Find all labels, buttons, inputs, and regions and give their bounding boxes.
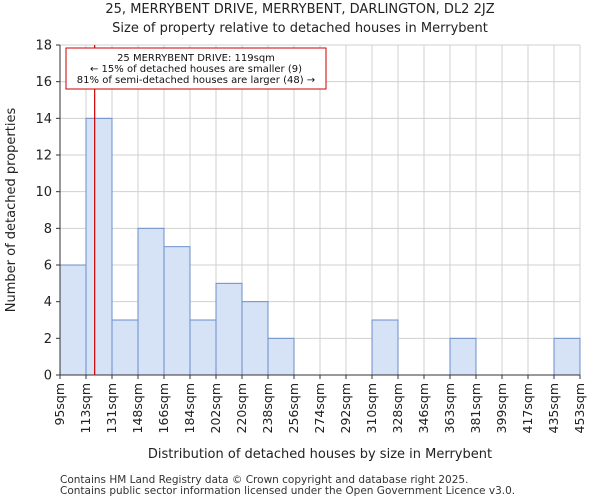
histogram-bar bbox=[241, 301, 269, 376]
x-tick-label: 131sqm bbox=[104, 383, 119, 433]
x-tick-label: 363sqm bbox=[442, 383, 457, 433]
x-tick-label: 113sqm bbox=[78, 383, 93, 433]
x-tick-label: 95sqm bbox=[52, 383, 67, 426]
histogram-bar bbox=[137, 227, 165, 376]
chart-title: 25, MERRYBENT DRIVE, MERRYBENT, DARLINGT… bbox=[105, 2, 495, 17]
histogram-bar bbox=[59, 264, 87, 376]
y-tick-label: 10 bbox=[35, 185, 52, 200]
x-axis-title: Distribution of detached houses by size … bbox=[148, 447, 492, 462]
histogram-bar bbox=[371, 319, 399, 376]
histogram-bar bbox=[111, 319, 139, 376]
x-tick-label: 399sqm bbox=[494, 383, 509, 433]
x-tick-label: 435sqm bbox=[546, 383, 561, 433]
annotation-line-2: ← 15% of detached houses are smaller (9) bbox=[90, 64, 302, 75]
annotation-line-1: 25 MERRYBENT DRIVE: 119sqm bbox=[117, 53, 275, 64]
y-tick-label: 14 bbox=[35, 112, 52, 127]
y-axis-title: Number of detached properties bbox=[4, 108, 19, 313]
x-tick-label: 310sqm bbox=[364, 383, 379, 433]
y-tick-label: 2 bbox=[44, 332, 52, 347]
x-tick-label: 453sqm bbox=[572, 383, 587, 433]
histogram-bar bbox=[553, 337, 581, 376]
y-tick-label: 18 bbox=[35, 39, 52, 54]
x-tick-label: 256sqm bbox=[286, 383, 301, 433]
x-tick-label: 328sqm bbox=[390, 383, 405, 433]
x-tick-label: 202sqm bbox=[208, 383, 223, 433]
x-tick-label: 274sqm bbox=[312, 383, 327, 433]
x-tick-label: 238sqm bbox=[260, 383, 275, 433]
x-tick-label: 166sqm bbox=[156, 383, 171, 433]
y-tick-label: 8 bbox=[44, 222, 52, 237]
footer-line-2: Contains public sector information licen… bbox=[60, 485, 516, 497]
x-tick-label: 381sqm bbox=[468, 383, 483, 433]
x-tick-label: 292sqm bbox=[338, 383, 353, 433]
footer-line-1: Contains HM Land Registry data © Crown c… bbox=[60, 474, 469, 486]
x-tick-label: 220sqm bbox=[234, 383, 249, 433]
y-tick-label: 0 bbox=[44, 369, 52, 384]
histogram-bar bbox=[215, 282, 243, 376]
histogram-bar bbox=[267, 337, 295, 376]
y-tick-label: 4 bbox=[44, 295, 52, 310]
histogram-bar bbox=[449, 337, 477, 376]
x-tick-label: 148sqm bbox=[130, 383, 145, 433]
y-tick-label: 12 bbox=[35, 149, 52, 164]
annotation-box bbox=[65, 47, 327, 90]
histogram-bar bbox=[85, 117, 113, 376]
annotation-line-3: 81% of semi-detached houses are larger (… bbox=[77, 75, 315, 86]
histogram-bar bbox=[189, 319, 217, 376]
chart-subtitle: Size of property relative to detached ho… bbox=[112, 21, 488, 36]
x-tick-label: 417sqm bbox=[520, 383, 535, 433]
x-tick-label: 346sqm bbox=[416, 383, 431, 433]
y-tick-label: 6 bbox=[44, 259, 52, 274]
x-tick-label: 184sqm bbox=[182, 383, 197, 433]
y-tick-label: 16 bbox=[35, 75, 52, 90]
histogram-bar bbox=[163, 246, 191, 376]
